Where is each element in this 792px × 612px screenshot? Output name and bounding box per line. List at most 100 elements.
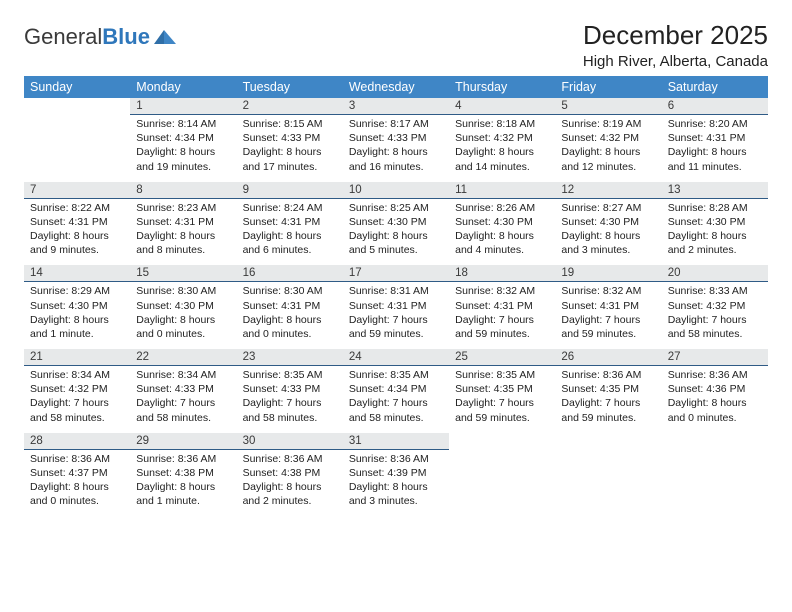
calendar-cell: 29Sunrise: 8:36 AMSunset: 4:38 PMDayligh… bbox=[130, 433, 236, 517]
daylight-line: Daylight: 7 hours and 59 minutes. bbox=[455, 313, 549, 341]
header: GeneralBlue December 2025 High River, Al… bbox=[24, 20, 768, 70]
calendar-cell bbox=[24, 98, 130, 182]
day-header: Saturday bbox=[662, 76, 768, 98]
day-number: 16 bbox=[237, 265, 343, 282]
calendar-cell: 16Sunrise: 8:30 AMSunset: 4:31 PMDayligh… bbox=[237, 265, 343, 349]
day-number: 3 bbox=[343, 98, 449, 115]
day-number: 11 bbox=[449, 182, 555, 199]
day-number: 2 bbox=[237, 98, 343, 115]
month-title: December 2025 bbox=[583, 20, 768, 51]
title-block: December 2025 High River, Alberta, Canad… bbox=[583, 20, 768, 70]
day-details: Sunrise: 8:15 AMSunset: 4:33 PMDaylight:… bbox=[237, 115, 343, 182]
day-number: 15 bbox=[130, 265, 236, 282]
calendar-cell: 30Sunrise: 8:36 AMSunset: 4:38 PMDayligh… bbox=[237, 433, 343, 517]
daylight-line: Daylight: 8 hours and 0 minutes. bbox=[668, 396, 762, 424]
day-details: Sunrise: 8:17 AMSunset: 4:33 PMDaylight:… bbox=[343, 115, 449, 182]
day-details: Sunrise: 8:34 AMSunset: 4:32 PMDaylight:… bbox=[24, 366, 130, 433]
sunset-line: Sunset: 4:31 PM bbox=[243, 215, 337, 229]
daylight-line: Daylight: 7 hours and 59 minutes. bbox=[561, 313, 655, 341]
sunrise-line: Sunrise: 8:35 AM bbox=[455, 368, 549, 382]
day-number: 25 bbox=[449, 349, 555, 366]
calendar-cell: 26Sunrise: 8:36 AMSunset: 4:35 PMDayligh… bbox=[555, 349, 661, 433]
calendar-cell: 7Sunrise: 8:22 AMSunset: 4:31 PMDaylight… bbox=[24, 182, 130, 266]
calendar-cell: 20Sunrise: 8:33 AMSunset: 4:32 PMDayligh… bbox=[662, 265, 768, 349]
sunrise-line: Sunrise: 8:27 AM bbox=[561, 201, 655, 215]
daylight-line: Daylight: 7 hours and 58 minutes. bbox=[136, 396, 230, 424]
day-details: Sunrise: 8:35 AMSunset: 4:35 PMDaylight:… bbox=[449, 366, 555, 433]
day-details: Sunrise: 8:25 AMSunset: 4:30 PMDaylight:… bbox=[343, 199, 449, 266]
sunrise-line: Sunrise: 8:36 AM bbox=[561, 368, 655, 382]
brand-logo: GeneralBlue bbox=[24, 26, 176, 48]
day-number: 24 bbox=[343, 349, 449, 366]
day-number: 21 bbox=[24, 349, 130, 366]
day-details: Sunrise: 8:36 AMSunset: 4:38 PMDaylight:… bbox=[130, 450, 236, 517]
sunrise-line: Sunrise: 8:24 AM bbox=[243, 201, 337, 215]
calendar-cell bbox=[662, 433, 768, 517]
daylight-line: Daylight: 7 hours and 59 minutes. bbox=[561, 396, 655, 424]
day-details: Sunrise: 8:36 AMSunset: 4:35 PMDaylight:… bbox=[555, 366, 661, 433]
day-details: Sunrise: 8:32 AMSunset: 4:31 PMDaylight:… bbox=[449, 282, 555, 349]
sunrise-line: Sunrise: 8:17 AM bbox=[349, 117, 443, 131]
day-number: 4 bbox=[449, 98, 555, 115]
day-details: Sunrise: 8:32 AMSunset: 4:31 PMDaylight:… bbox=[555, 282, 661, 349]
day-details: Sunrise: 8:14 AMSunset: 4:34 PMDaylight:… bbox=[130, 115, 236, 182]
brand-part1: General bbox=[24, 26, 102, 48]
day-number: 20 bbox=[662, 265, 768, 282]
calendar-body: 1Sunrise: 8:14 AMSunset: 4:34 PMDaylight… bbox=[24, 98, 768, 516]
day-details: Sunrise: 8:29 AMSunset: 4:30 PMDaylight:… bbox=[24, 282, 130, 349]
daylight-line: Daylight: 8 hours and 19 minutes. bbox=[136, 145, 230, 173]
day-header: Wednesday bbox=[343, 76, 449, 98]
sunset-line: Sunset: 4:30 PM bbox=[668, 215, 762, 229]
calendar-cell: 23Sunrise: 8:35 AMSunset: 4:33 PMDayligh… bbox=[237, 349, 343, 433]
calendar-cell: 22Sunrise: 8:34 AMSunset: 4:33 PMDayligh… bbox=[130, 349, 236, 433]
calendar-cell: 24Sunrise: 8:35 AMSunset: 4:34 PMDayligh… bbox=[343, 349, 449, 433]
day-number: 9 bbox=[237, 182, 343, 199]
day-details: Sunrise: 8:33 AMSunset: 4:32 PMDaylight:… bbox=[662, 282, 768, 349]
day-details: Sunrise: 8:20 AMSunset: 4:31 PMDaylight:… bbox=[662, 115, 768, 182]
calendar-cell: 3Sunrise: 8:17 AMSunset: 4:33 PMDaylight… bbox=[343, 98, 449, 182]
day-details: Sunrise: 8:35 AMSunset: 4:33 PMDaylight:… bbox=[237, 366, 343, 433]
sunrise-line: Sunrise: 8:30 AM bbox=[243, 284, 337, 298]
calendar-cell: 10Sunrise: 8:25 AMSunset: 4:30 PMDayligh… bbox=[343, 182, 449, 266]
sunrise-line: Sunrise: 8:32 AM bbox=[561, 284, 655, 298]
sunrise-line: Sunrise: 8:36 AM bbox=[668, 368, 762, 382]
calendar-week-row: 21Sunrise: 8:34 AMSunset: 4:32 PMDayligh… bbox=[24, 349, 768, 433]
calendar-week-row: 1Sunrise: 8:14 AMSunset: 4:34 PMDaylight… bbox=[24, 98, 768, 182]
calendar-cell: 12Sunrise: 8:27 AMSunset: 4:30 PMDayligh… bbox=[555, 182, 661, 266]
calendar-cell: 17Sunrise: 8:31 AMSunset: 4:31 PMDayligh… bbox=[343, 265, 449, 349]
day-number: 26 bbox=[555, 349, 661, 366]
day-number: 31 bbox=[343, 433, 449, 450]
daylight-line: Daylight: 8 hours and 2 minutes. bbox=[668, 229, 762, 257]
brand-part2: Blue bbox=[102, 26, 150, 48]
day-details: Sunrise: 8:22 AMSunset: 4:31 PMDaylight:… bbox=[24, 199, 130, 266]
sunset-line: Sunset: 4:31 PM bbox=[668, 131, 762, 145]
daylight-line: Daylight: 8 hours and 14 minutes. bbox=[455, 145, 549, 173]
day-number: 29 bbox=[130, 433, 236, 450]
daylight-line: Daylight: 8 hours and 3 minutes. bbox=[349, 480, 443, 508]
sunset-line: Sunset: 4:34 PM bbox=[349, 382, 443, 396]
sunrise-line: Sunrise: 8:33 AM bbox=[668, 284, 762, 298]
sunrise-line: Sunrise: 8:14 AM bbox=[136, 117, 230, 131]
daylight-line: Daylight: 7 hours and 58 minutes. bbox=[668, 313, 762, 341]
sunset-line: Sunset: 4:30 PM bbox=[561, 215, 655, 229]
sunset-line: Sunset: 4:31 PM bbox=[349, 299, 443, 313]
day-number: 13 bbox=[662, 182, 768, 199]
daylight-line: Daylight: 8 hours and 6 minutes. bbox=[243, 229, 337, 257]
day-details: Sunrise: 8:36 AMSunset: 4:39 PMDaylight:… bbox=[343, 450, 449, 517]
day-details: Sunrise: 8:19 AMSunset: 4:32 PMDaylight:… bbox=[555, 115, 661, 182]
day-details: Sunrise: 8:18 AMSunset: 4:32 PMDaylight:… bbox=[449, 115, 555, 182]
sunrise-line: Sunrise: 8:26 AM bbox=[455, 201, 549, 215]
day-number: 14 bbox=[24, 265, 130, 282]
calendar-cell: 4Sunrise: 8:18 AMSunset: 4:32 PMDaylight… bbox=[449, 98, 555, 182]
brand-mark-icon bbox=[154, 26, 176, 48]
daylight-line: Daylight: 8 hours and 8 minutes. bbox=[136, 229, 230, 257]
sunset-line: Sunset: 4:31 PM bbox=[455, 299, 549, 313]
daylight-line: Daylight: 8 hours and 1 minute. bbox=[136, 480, 230, 508]
sunset-line: Sunset: 4:31 PM bbox=[243, 299, 337, 313]
sunrise-line: Sunrise: 8:20 AM bbox=[668, 117, 762, 131]
sunrise-line: Sunrise: 8:19 AM bbox=[561, 117, 655, 131]
day-number: 12 bbox=[555, 182, 661, 199]
sunrise-line: Sunrise: 8:25 AM bbox=[349, 201, 443, 215]
calendar-cell: 28Sunrise: 8:36 AMSunset: 4:37 PMDayligh… bbox=[24, 433, 130, 517]
day-details: Sunrise: 8:34 AMSunset: 4:33 PMDaylight:… bbox=[130, 366, 236, 433]
